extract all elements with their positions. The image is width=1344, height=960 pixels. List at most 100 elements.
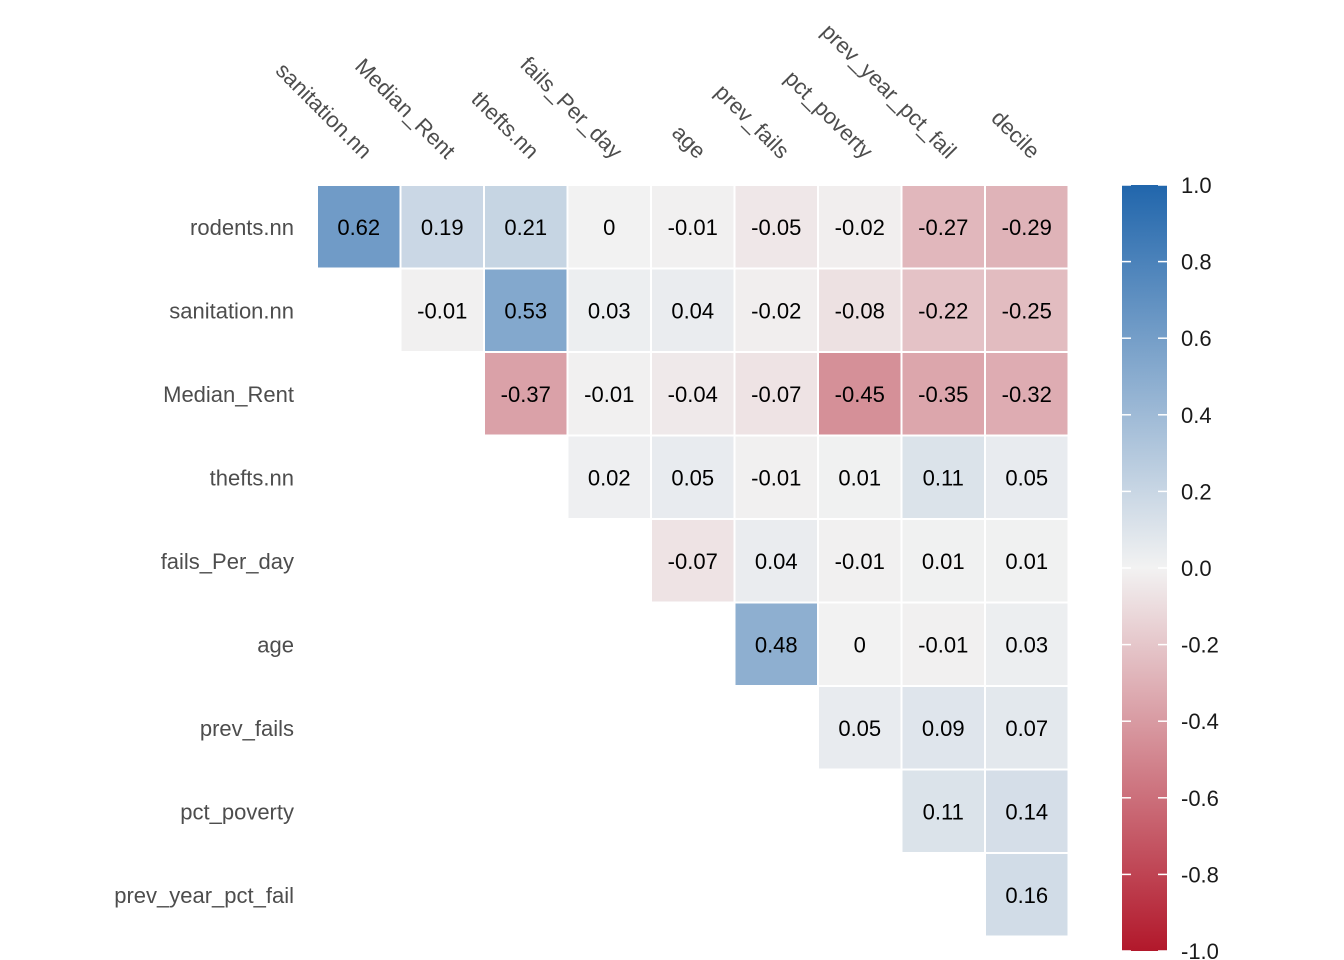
cell-value-label: 0.04	[755, 549, 798, 574]
cell-value-label: -0.25	[1002, 298, 1052, 323]
cell-value-label: -0.05	[751, 215, 801, 240]
cell-value-label: 0.19	[421, 215, 464, 240]
heatmap-cell	[984, 685, 1070, 771]
cell-value-label: -0.22	[918, 298, 968, 323]
cell-value-label: 0.16	[1005, 883, 1048, 908]
heatmap-cell	[817, 601, 903, 687]
row-labels: rodents.nn sanitation.nn Median_Rentthefts…	[114, 215, 294, 908]
colorbar-tick-label: 0.6	[1181, 326, 1212, 351]
cell-value-label: -0.37	[501, 382, 551, 407]
colorbar-tick-label: -0.8	[1181, 862, 1219, 887]
heatmap-cell	[984, 852, 1070, 938]
cell-value-label: 0.14	[1005, 799, 1048, 824]
heatmap-cell	[984, 601, 1070, 687]
cell-value-label: -0.08	[835, 298, 885, 323]
heatmap-cell	[733, 601, 819, 687]
colorbar-tick-label: -1.0	[1181, 939, 1219, 960]
cell-value-label: -0.04	[668, 382, 718, 407]
heatmap-cell	[984, 518, 1070, 604]
colorbar-tick-label: -0.6	[1181, 786, 1219, 811]
heatmap-cell	[900, 601, 986, 687]
heatmap-cell	[817, 518, 903, 604]
cell-value-label: 0.11	[923, 465, 964, 490]
row-label: prev_year_pct_fail	[114, 883, 294, 908]
cell-value-label: 0.11	[923, 799, 964, 824]
column-label: decile	[987, 105, 1045, 163]
heatmap-cell	[483, 351, 569, 437]
cell-value-label: 0.05	[1005, 465, 1048, 490]
heatmap-cell	[817, 351, 903, 437]
cell-value-label: 0.01	[922, 549, 965, 574]
cell-value-label: 0.48	[755, 632, 798, 657]
cell-value-label: 0.01	[838, 465, 881, 490]
cell-value-label: 0.03	[588, 298, 631, 323]
column-label: age	[667, 120, 711, 164]
heatmap-cell	[900, 685, 986, 771]
cell-value-label: -0.01	[918, 632, 968, 657]
column-label: prev_fails	[710, 79, 794, 163]
cell-value-label: 0	[603, 215, 615, 240]
heatmap-cell	[817, 685, 903, 771]
colorbar-tick-label: 0.2	[1181, 479, 1212, 504]
cell-value-label: 0.53	[504, 298, 547, 323]
colorbar-tick-label: 0.8	[1181, 250, 1212, 275]
row-label: age	[257, 632, 294, 657]
cell-value-label: -0.01	[417, 298, 467, 323]
heatmap-cell	[900, 267, 986, 353]
heatmap-cell	[984, 267, 1070, 353]
cell-value-label: -0.02	[835, 215, 885, 240]
cell-value-label: 0.07	[1005, 716, 1048, 741]
row-label: fails_Per_day	[161, 549, 294, 574]
row-label: pct_poverty	[180, 799, 294, 824]
cell-value-label: -0.07	[668, 549, 718, 574]
colorbar-tick-label: 1.0	[1181, 173, 1212, 198]
heatmap-cell	[483, 267, 569, 353]
heatmap-cell	[399, 184, 485, 270]
cell-value-label: -0.01	[668, 215, 718, 240]
heatmap-cell	[733, 434, 819, 520]
heatmap-cell	[817, 184, 903, 270]
cell-value-label: 0.04	[671, 298, 714, 323]
row-label: thefts.nn	[210, 465, 294, 490]
cell-value-label: 0.05	[838, 716, 881, 741]
row-label: prev_fails	[200, 716, 294, 741]
row-label: rodents.nn	[190, 215, 294, 240]
cell-value-label: 0.01	[1005, 549, 1048, 574]
cell-value-label: -0.01	[751, 465, 801, 490]
heatmap-cell	[733, 518, 819, 604]
colorbar-ticks: 1.0 0.8 0.6 0.4 0.2 0.0 -0.2 -0.4 -0.6 -0.8 -1.0	[1122, 173, 1219, 960]
colorbar-tick-label: -0.4	[1181, 709, 1219, 734]
column-label: thefts.nn	[467, 86, 544, 163]
heatmap-cell	[316, 184, 402, 270]
colorbar-tick-label: 0.4	[1181, 403, 1212, 428]
cell-value-label: -0.07	[751, 382, 801, 407]
cell-value-label: -0.02	[751, 298, 801, 323]
color-legend: 1.0 0.8 0.6 0.4 0.2 0.0 -0.2 -0.4 -0.6 -0.8 -1.0	[1122, 173, 1219, 960]
cell-value-label: -0.01	[584, 382, 634, 407]
cell-value-label: 0.62	[337, 215, 380, 240]
cell-value-label: -0.45	[835, 382, 885, 407]
colorbar-tick-label: 0.0	[1181, 556, 1212, 581]
heatmap-cell	[650, 434, 736, 520]
heatmap-cell	[566, 184, 652, 270]
cell-value-label: 0	[854, 632, 866, 657]
colorbar-tick-label: -0.2	[1181, 633, 1219, 658]
heatmap-cell	[399, 267, 485, 353]
cell-value-label: 0.03	[1005, 632, 1048, 657]
row-label: sanitation.nn	[169, 298, 294, 323]
cell-value-label: -0.27	[918, 215, 968, 240]
heatmap-cells: 0.62 0.19 0.21 0 -0.01 -0.05 -0.02 -0.27 -0.29 -0…	[316, 184, 1070, 938]
heatmap-cell	[650, 351, 736, 437]
row-label: Median_Rent	[163, 382, 294, 407]
cell-value-label: -0.35	[918, 382, 968, 407]
column-label: prev_year_pct_fail	[817, 19, 962, 164]
cell-value-label: 0.09	[922, 716, 965, 741]
heatmap-cell	[984, 351, 1070, 437]
cell-value-label: 0.02	[588, 465, 631, 490]
heatmap-cell	[984, 184, 1070, 270]
cell-value-label: 0.21	[504, 215, 547, 240]
cell-value-label: 0.05	[671, 465, 714, 490]
cell-value-label: -0.29	[1002, 215, 1052, 240]
